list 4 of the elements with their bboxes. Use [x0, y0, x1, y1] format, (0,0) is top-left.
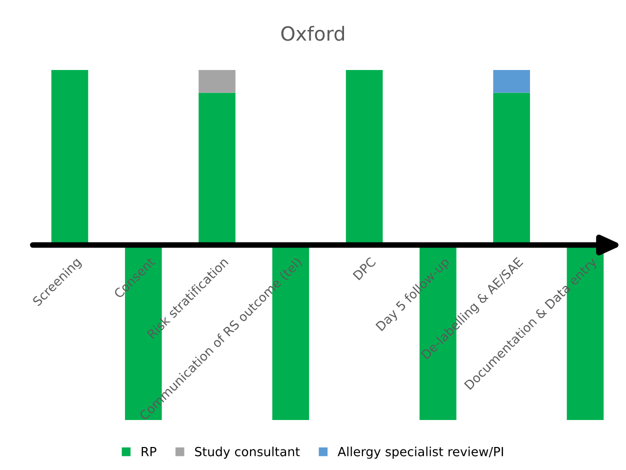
legend-label: RP [142, 447, 156, 456]
legend-label: Study consultant [195, 446, 300, 459]
chart-title: Oxford [281, 26, 344, 41]
legend-label: Allergy specialist review/PI [338, 446, 503, 459]
